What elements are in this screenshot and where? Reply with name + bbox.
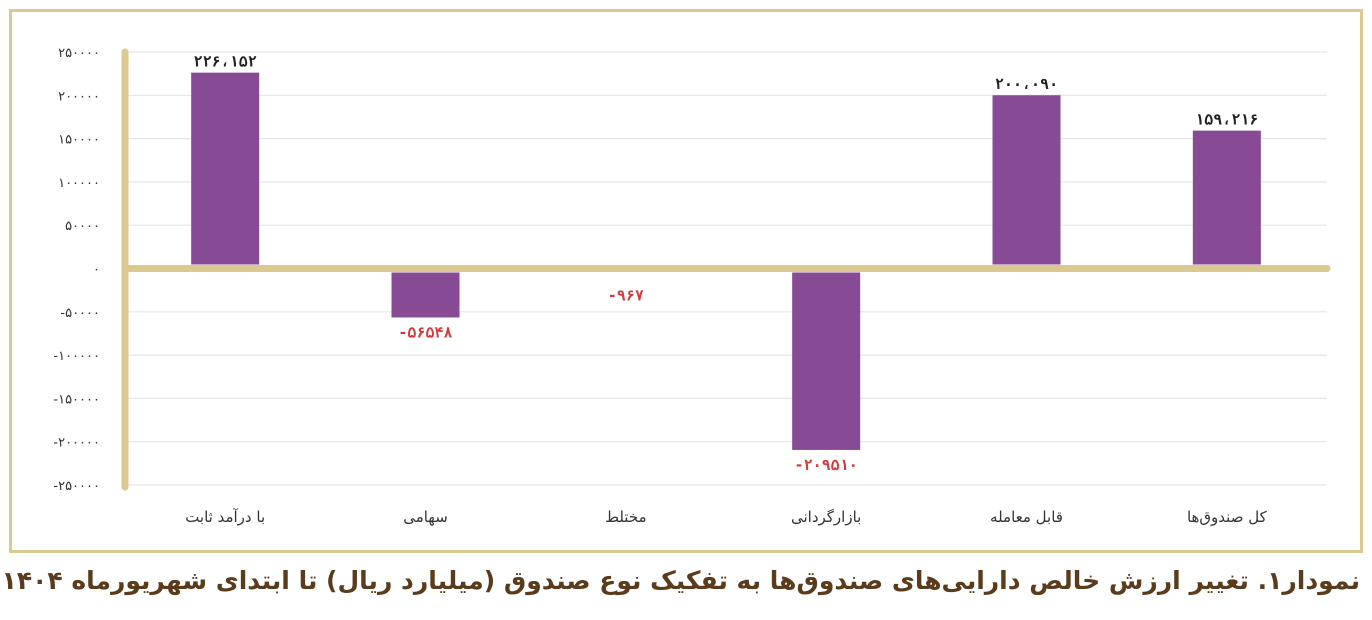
data-label: ۲۲۶،۱۵۲ [194,53,257,71]
data-label: ۱۵۹،۲۱۶ [1195,111,1258,129]
category-label: سهامی [403,508,448,526]
bars [191,72,1261,450]
y-tick-label: -۵۰۰۰۰ [60,306,100,321]
bar [391,272,460,318]
axes [121,48,1331,491]
y-tick-label: ۱۵۰۰۰۰ [58,133,100,148]
bar [191,72,260,265]
y-tick-label: -۲۰۰۰۰۰ [53,436,100,451]
y-tick-label: ۲۰۰۰۰۰ [58,89,100,104]
bar [1192,130,1261,265]
y-tick-label: ۰ [93,263,100,278]
y-tick-label: -۱۵۰۰۰۰ [53,392,100,407]
category-label: مختلط [605,508,646,526]
y-tick-label: -۱۰۰۰۰۰ [53,349,100,364]
bar-chart: ۲۵۰۰۰۰ ۲۰۰۰۰۰ ۱۵۰۰۰۰ ۱۰۰۰۰۰ ۵۰۰۰۰ ۰ -۵۰۰۰۰ -۱۰۰… [53,46,1331,526]
data-label: -۹۶۷ [608,287,644,305]
y-tick-label: ۲۵۰۰۰۰ [58,46,100,61]
category-label: کل صندوق‌ها [1187,508,1268,526]
category-label: بازارگردانی [791,508,861,526]
gridlines [125,51,1327,486]
data-label: ۲۰۰،۰۹۰ [995,75,1058,93]
category-label: با درآمد ثابت [185,508,265,526]
y-tick-label: -۲۵۰۰۰۰ [53,479,100,494]
data-label: -۵۶۵۴۸ [398,323,452,341]
bar [792,272,861,450]
bar [992,95,1061,265]
data-labels: ۲۲۶،۱۵۲ -۵۶۵۴۸ -۹۶۷ -۲۰۹۵۱۰ ۲۰۰،۰۹۰ ۱۵۹،۲۱۶ [194,53,1259,474]
chart-caption: نمودار۱. تغییر ارزش خالص دارایی‌های صندو… [1,566,1360,595]
category-labels: با درآمد ثابت سهامی مختلط بازارگردانی قابل م… [185,508,1267,526]
y-tick-label: ۱۰۰۰۰۰ [58,176,100,191]
y-tick-labels: ۲۵۰۰۰۰ ۲۰۰۰۰۰ ۱۵۰۰۰۰ ۱۰۰۰۰۰ ۵۰۰۰۰ ۰ -۵۰۰۰۰ -۱۰۰… [53,46,100,494]
y-tick-label: ۵۰۰۰۰ [65,219,100,234]
data-label: -۲۰۹۵۱۰ [795,456,858,474]
category-label: قابل معامله [990,508,1063,526]
